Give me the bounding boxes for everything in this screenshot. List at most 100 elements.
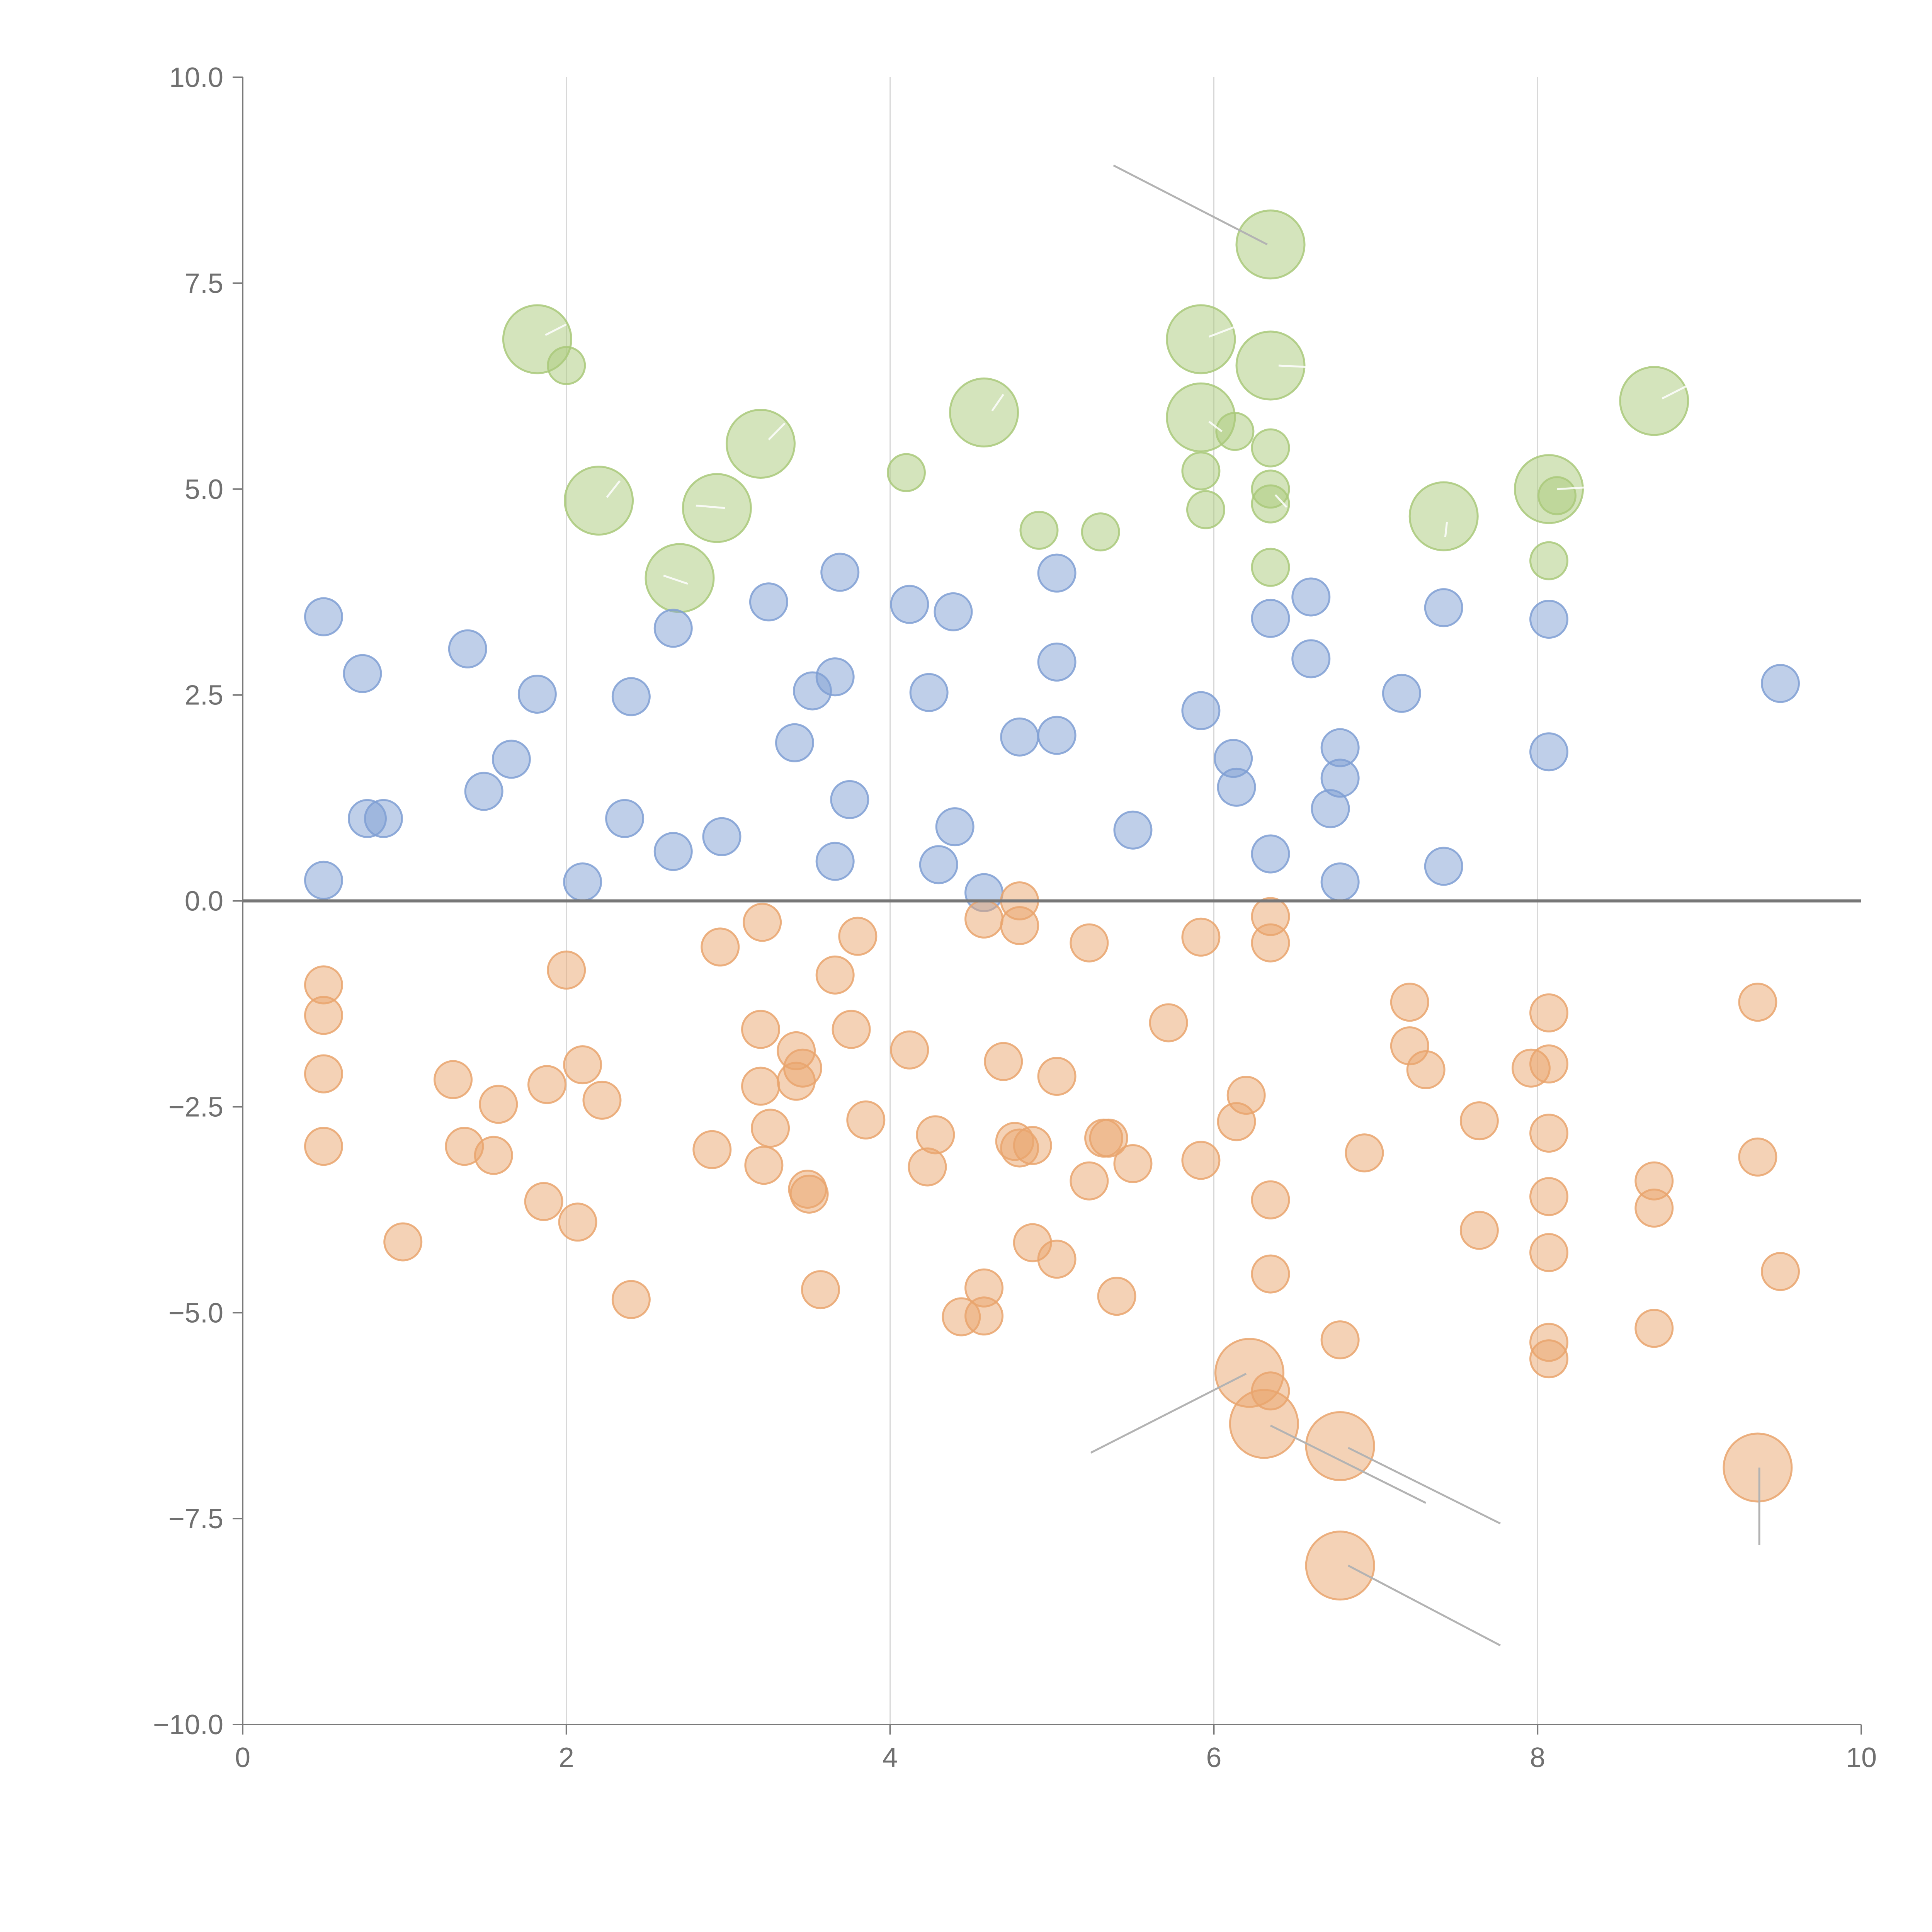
blue-point	[605, 799, 645, 838]
blue-point	[304, 597, 343, 636]
orange-point	[890, 1030, 929, 1070]
y-tick-label: −10.0	[153, 1709, 223, 1740]
green-point	[1181, 451, 1221, 491]
blue-point	[1251, 599, 1290, 638]
blue-point	[653, 832, 693, 871]
blue-point	[563, 862, 602, 901]
orange-point	[611, 1280, 651, 1319]
orange-point	[1251, 1371, 1290, 1411]
green-point	[1408, 481, 1479, 551]
x-tick-label: 6	[1206, 1742, 1221, 1773]
orange-point	[1070, 923, 1109, 963]
green-point	[1235, 209, 1306, 280]
annotation-leader-line	[696, 504, 725, 509]
blue-point	[815, 842, 855, 881]
orange-point	[743, 903, 782, 942]
green-point	[949, 378, 1019, 448]
orange-point	[846, 1100, 886, 1139]
green-point	[1166, 304, 1236, 374]
orange-point	[1529, 1114, 1569, 1153]
orange-point	[1070, 1161, 1109, 1201]
blue-point	[815, 657, 855, 697]
green-point	[725, 409, 796, 479]
tick-labels: 0 2 4 6 8 10 −10.0 −7.5 −5.0 −2.5 0.0 2.5 5.0 7.5 10.0	[153, 62, 1877, 1773]
orange-point	[304, 1054, 343, 1094]
orange-point	[1181, 1141, 1221, 1180]
y-tick-label: −7.5	[168, 1503, 223, 1534]
orange-point	[1529, 1339, 1569, 1379]
green-point	[1081, 512, 1120, 552]
blue-point	[1113, 810, 1153, 850]
orange-point	[1529, 1233, 1569, 1272]
orange-point	[789, 1174, 829, 1214]
orange-point	[984, 1042, 1023, 1081]
annotation-leader-line	[1208, 326, 1235, 338]
blue-point	[1529, 600, 1569, 639]
blue-point	[517, 674, 557, 714]
blue-point	[653, 609, 693, 648]
annotation-leader-line	[1278, 364, 1311, 368]
green-point	[1235, 330, 1306, 401]
orange-point	[701, 927, 740, 967]
y-tick-label: 7.5	[185, 268, 223, 299]
blue-point	[364, 799, 403, 838]
green-point	[1529, 541, 1569, 580]
orange-point	[1089, 1118, 1128, 1158]
blue-point	[909, 673, 949, 712]
y-tick-label: 5.0	[185, 474, 223, 505]
orange-point	[1723, 1432, 1793, 1503]
orange-point	[304, 1127, 343, 1166]
orange-point	[783, 1048, 822, 1088]
y-tick-label: −2.5	[168, 1092, 223, 1122]
blue-point	[1037, 553, 1077, 593]
orange-point	[1390, 983, 1429, 1022]
orange-point	[383, 1222, 423, 1262]
blue-point	[1320, 759, 1360, 798]
y-tick-label: −5.0	[168, 1298, 223, 1328]
orange-point	[524, 1182, 563, 1221]
green-point	[1619, 366, 1689, 436]
annotation-leader-line	[606, 480, 621, 498]
green-point	[1251, 484, 1290, 524]
orange-point	[1097, 1277, 1136, 1316]
blue-point	[1251, 834, 1290, 874]
points-layer	[243, 209, 1861, 1601]
blue-point	[1037, 642, 1077, 682]
annotation-leader-line	[1347, 1565, 1501, 1646]
blue-point	[611, 677, 651, 716]
blue-point	[890, 585, 929, 624]
x-tick-label: 8	[1530, 1742, 1545, 1773]
orange-point	[1634, 1309, 1674, 1348]
orange-point	[304, 996, 343, 1035]
orange-point	[964, 1296, 1004, 1336]
green-point	[886, 453, 926, 492]
orange-point	[964, 899, 1004, 939]
blue-point	[749, 582, 788, 622]
annotation-leader-line	[1557, 486, 1587, 490]
blue-point	[1424, 588, 1463, 628]
green-point	[1537, 476, 1577, 515]
orange-point	[1738, 983, 1777, 1022]
x-tick-label: 2	[559, 1742, 574, 1773]
orange-point	[1149, 1003, 1188, 1043]
orange-point	[1761, 1252, 1800, 1291]
orange-point	[1251, 923, 1290, 963]
orange-point	[1305, 1411, 1375, 1481]
blue-point	[304, 861, 343, 900]
blue-point	[492, 740, 531, 779]
x-tick-label: 4	[883, 1742, 898, 1773]
blue-point	[1181, 691, 1221, 730]
blue-point	[1761, 664, 1800, 703]
annotation-leader-line	[663, 575, 688, 585]
axis-layer	[233, 77, 1862, 1735]
blue-point	[1529, 732, 1569, 772]
annotation-leader-line	[1274, 494, 1287, 508]
orange-point	[916, 1115, 955, 1155]
y-tick-label: 10.0	[169, 62, 223, 93]
green-point	[1215, 412, 1255, 451]
annotation-leader-line	[1270, 1425, 1427, 1504]
orange-point	[1634, 1189, 1674, 1228]
orange-point	[832, 1010, 871, 1049]
annotation-leader-line	[1347, 1447, 1501, 1525]
annotation-leader-line	[1113, 164, 1268, 245]
